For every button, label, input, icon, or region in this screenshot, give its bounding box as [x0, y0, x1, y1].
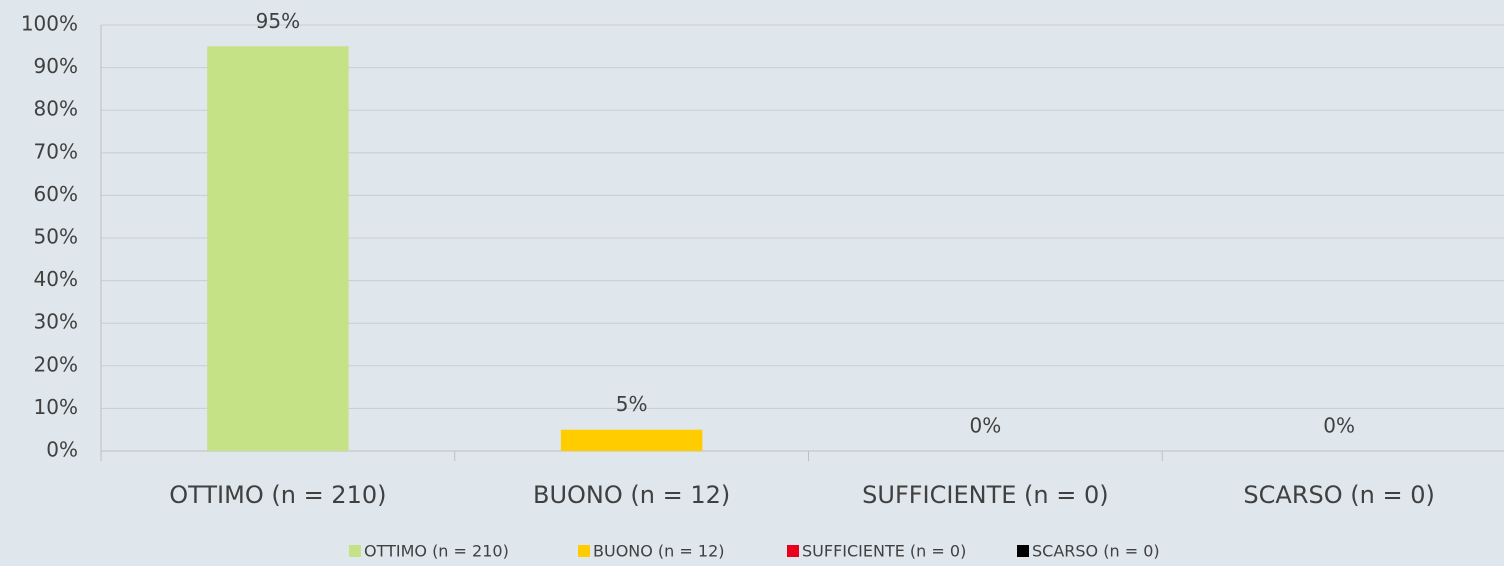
legend-swatch	[349, 545, 361, 557]
y-tick-label: 40%	[34, 267, 78, 291]
y-tick-label: 60%	[34, 182, 78, 206]
legend-swatch	[1017, 545, 1029, 557]
legend-label: BUONO (n = 12)	[593, 542, 725, 561]
y-tick-label: 100%	[21, 12, 78, 36]
data-label: 5%	[616, 392, 648, 416]
data-label: 0%	[970, 414, 1002, 438]
legend-label: SUFFICIENTE (n = 0)	[802, 542, 966, 561]
data-label: 95%	[256, 9, 300, 33]
legend-label: OTTIMO (n = 210)	[364, 542, 509, 561]
x-tick-label: OTTIMO (n = 210)	[169, 481, 386, 509]
y-tick-label: 10%	[34, 395, 78, 419]
y-tick-label: 20%	[34, 352, 78, 376]
y-tick-label: 0%	[46, 438, 78, 462]
x-tick-label: BUONO (n = 12)	[533, 481, 730, 509]
x-tick-label: SCARSO (n = 0)	[1243, 481, 1434, 509]
y-tick-label: 80%	[34, 97, 78, 121]
y-tick-label: 70%	[34, 139, 78, 163]
y-tick-label: 90%	[34, 54, 78, 78]
x-tick-label: SUFFICIENTE (n = 0)	[862, 481, 1108, 509]
bar	[560, 429, 703, 451]
legend-swatch	[578, 545, 590, 557]
y-tick-label: 30%	[34, 310, 78, 334]
y-tick-label: 50%	[34, 225, 78, 249]
data-label: 0%	[1323, 414, 1355, 438]
legend-swatch	[787, 545, 799, 557]
legend-label: SCARSO (n = 0)	[1032, 542, 1160, 561]
bar	[207, 46, 349, 452]
